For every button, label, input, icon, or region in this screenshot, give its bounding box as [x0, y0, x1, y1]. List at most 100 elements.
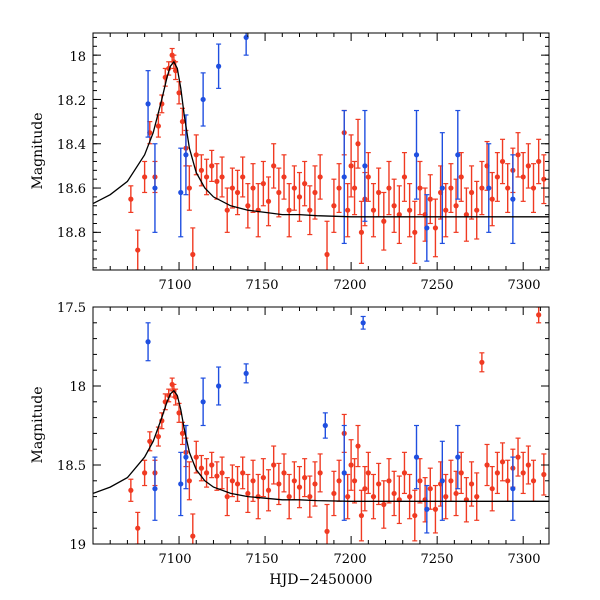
top-red-point: [443, 207, 449, 213]
top-red-point: [229, 185, 235, 191]
bottom-red-point: [214, 473, 220, 479]
bottom-red-point: [331, 490, 337, 497]
bottom-red-point: [355, 443, 361, 449]
bottom-red-point: [432, 506, 439, 512]
top-red-point: [142, 174, 148, 180]
bottom-y-axis-title: Magnitude: [30, 386, 46, 463]
bottom-red-point: [358, 512, 365, 519]
top-red-point: [219, 174, 225, 180]
bottom-red-point: [412, 512, 418, 519]
bottom-red-point: [255, 494, 261, 500]
top-red-point: [474, 207, 480, 213]
bottom-red-point: [443, 494, 449, 500]
top-y-tick-label: 18.6: [57, 182, 86, 197]
top-red-point: [245, 203, 251, 209]
bottom-blue-point: [145, 339, 151, 345]
top-red-point: [417, 185, 423, 191]
bottom-red-point: [198, 465, 205, 471]
top-red-point: [176, 90, 182, 96]
top-red-point: [494, 174, 500, 180]
bottom-blue-point: [152, 486, 158, 492]
top-red-point: [458, 174, 464, 180]
bottom-red-point: [348, 462, 354, 468]
top-blue-point: [510, 196, 516, 202]
top-red-point: [291, 185, 297, 191]
bottom-blue-point: [510, 486, 516, 492]
top-red-point: [381, 218, 387, 224]
bottom-red-point: [209, 462, 215, 468]
bottom-red-point: [474, 494, 480, 500]
bottom-red-point: [135, 525, 141, 531]
top-x-tick-label: 7250: [420, 278, 453, 293]
bottom-red-point: [286, 494, 292, 500]
bottom-panel-frame: [92, 306, 550, 545]
bottom-ticks: [93, 306, 549, 545]
top-red-point: [135, 247, 141, 253]
bottom-x-tick-label: 7200: [333, 552, 366, 567]
top-red-point: [336, 185, 342, 191]
bottom-red-point: [505, 478, 511, 484]
bottom-red-point: [489, 486, 495, 492]
top-blue-point: [145, 101, 151, 107]
top-red-point: [331, 203, 337, 209]
top-red-point: [370, 207, 377, 213]
top-blue-point: [486, 185, 492, 191]
bottom-y-tick-label: 18: [69, 380, 86, 395]
bottom-red-point: [240, 470, 246, 476]
bottom-red-point: [345, 494, 351, 500]
top-red-point: [260, 181, 266, 187]
bottom-red-point: [271, 462, 277, 468]
top-y-tick-label: 18.4: [57, 138, 86, 153]
top-model-curve: [93, 60, 549, 218]
bottom-red-point: [365, 470, 371, 476]
top-y-tick-label: 18.8: [57, 226, 86, 241]
bottom-blue-point: [322, 422, 328, 429]
bottom-red-point: [229, 478, 235, 484]
bottom-red-point: [530, 478, 537, 484]
top-red-point: [317, 174, 323, 180]
top-red-point: [302, 181, 308, 187]
bottom-red-point: [147, 438, 153, 444]
bottom-blue-point: [200, 399, 206, 405]
top-red-point: [240, 174, 246, 180]
bottom-red-point: [336, 478, 342, 484]
bottom-red-point: [427, 486, 433, 492]
top-blue-point: [216, 63, 222, 69]
bottom-red-point: [468, 481, 475, 487]
top-red-point: [401, 174, 408, 180]
bottom-blue-point: [360, 320, 366, 326]
bottom-blue-point: [243, 370, 249, 376]
bottom-red-point: [186, 478, 192, 484]
bottom-plot-area: [93, 307, 549, 544]
bottom-red-point: [307, 494, 313, 500]
top-y-tick-label: 18: [69, 50, 86, 65]
bottom-red-point: [234, 481, 241, 487]
top-red-point: [296, 194, 303, 200]
top-red-point: [224, 207, 230, 213]
top-red-point: [348, 163, 354, 169]
top-red-point: [536, 158, 542, 165]
top-red-point: [155, 123, 161, 129]
bottom-red-point: [142, 470, 148, 476]
bottom-blue-point: [413, 454, 420, 460]
top-y-axis-title: Magnitude: [30, 112, 46, 189]
bottom-red-point: [479, 359, 485, 365]
bottom-blue-point: [216, 383, 222, 389]
top-panel: 18 18.2 18.4 18.6 18.8 7100 7150 7200 72…: [30, 32, 550, 293]
bottom-red-point: [381, 501, 387, 508]
bottom-blue-point: [439, 478, 445, 484]
bottom-red-point: [376, 481, 382, 487]
bottom-red-point: [407, 494, 413, 500]
bottom-red-point: [281, 470, 287, 476]
top-red-point: [541, 176, 547, 182]
top-red-point: [186, 185, 192, 191]
bottom-red-point: [128, 487, 134, 493]
bottom-red-point: [291, 478, 297, 484]
bottom-red-point: [245, 490, 251, 497]
bottom-red-point: [312, 481, 318, 487]
top-blue-point: [183, 152, 189, 158]
top-red-point: [479, 185, 485, 191]
bottom-red-point: [203, 470, 210, 476]
top-red-point: [525, 163, 531, 169]
